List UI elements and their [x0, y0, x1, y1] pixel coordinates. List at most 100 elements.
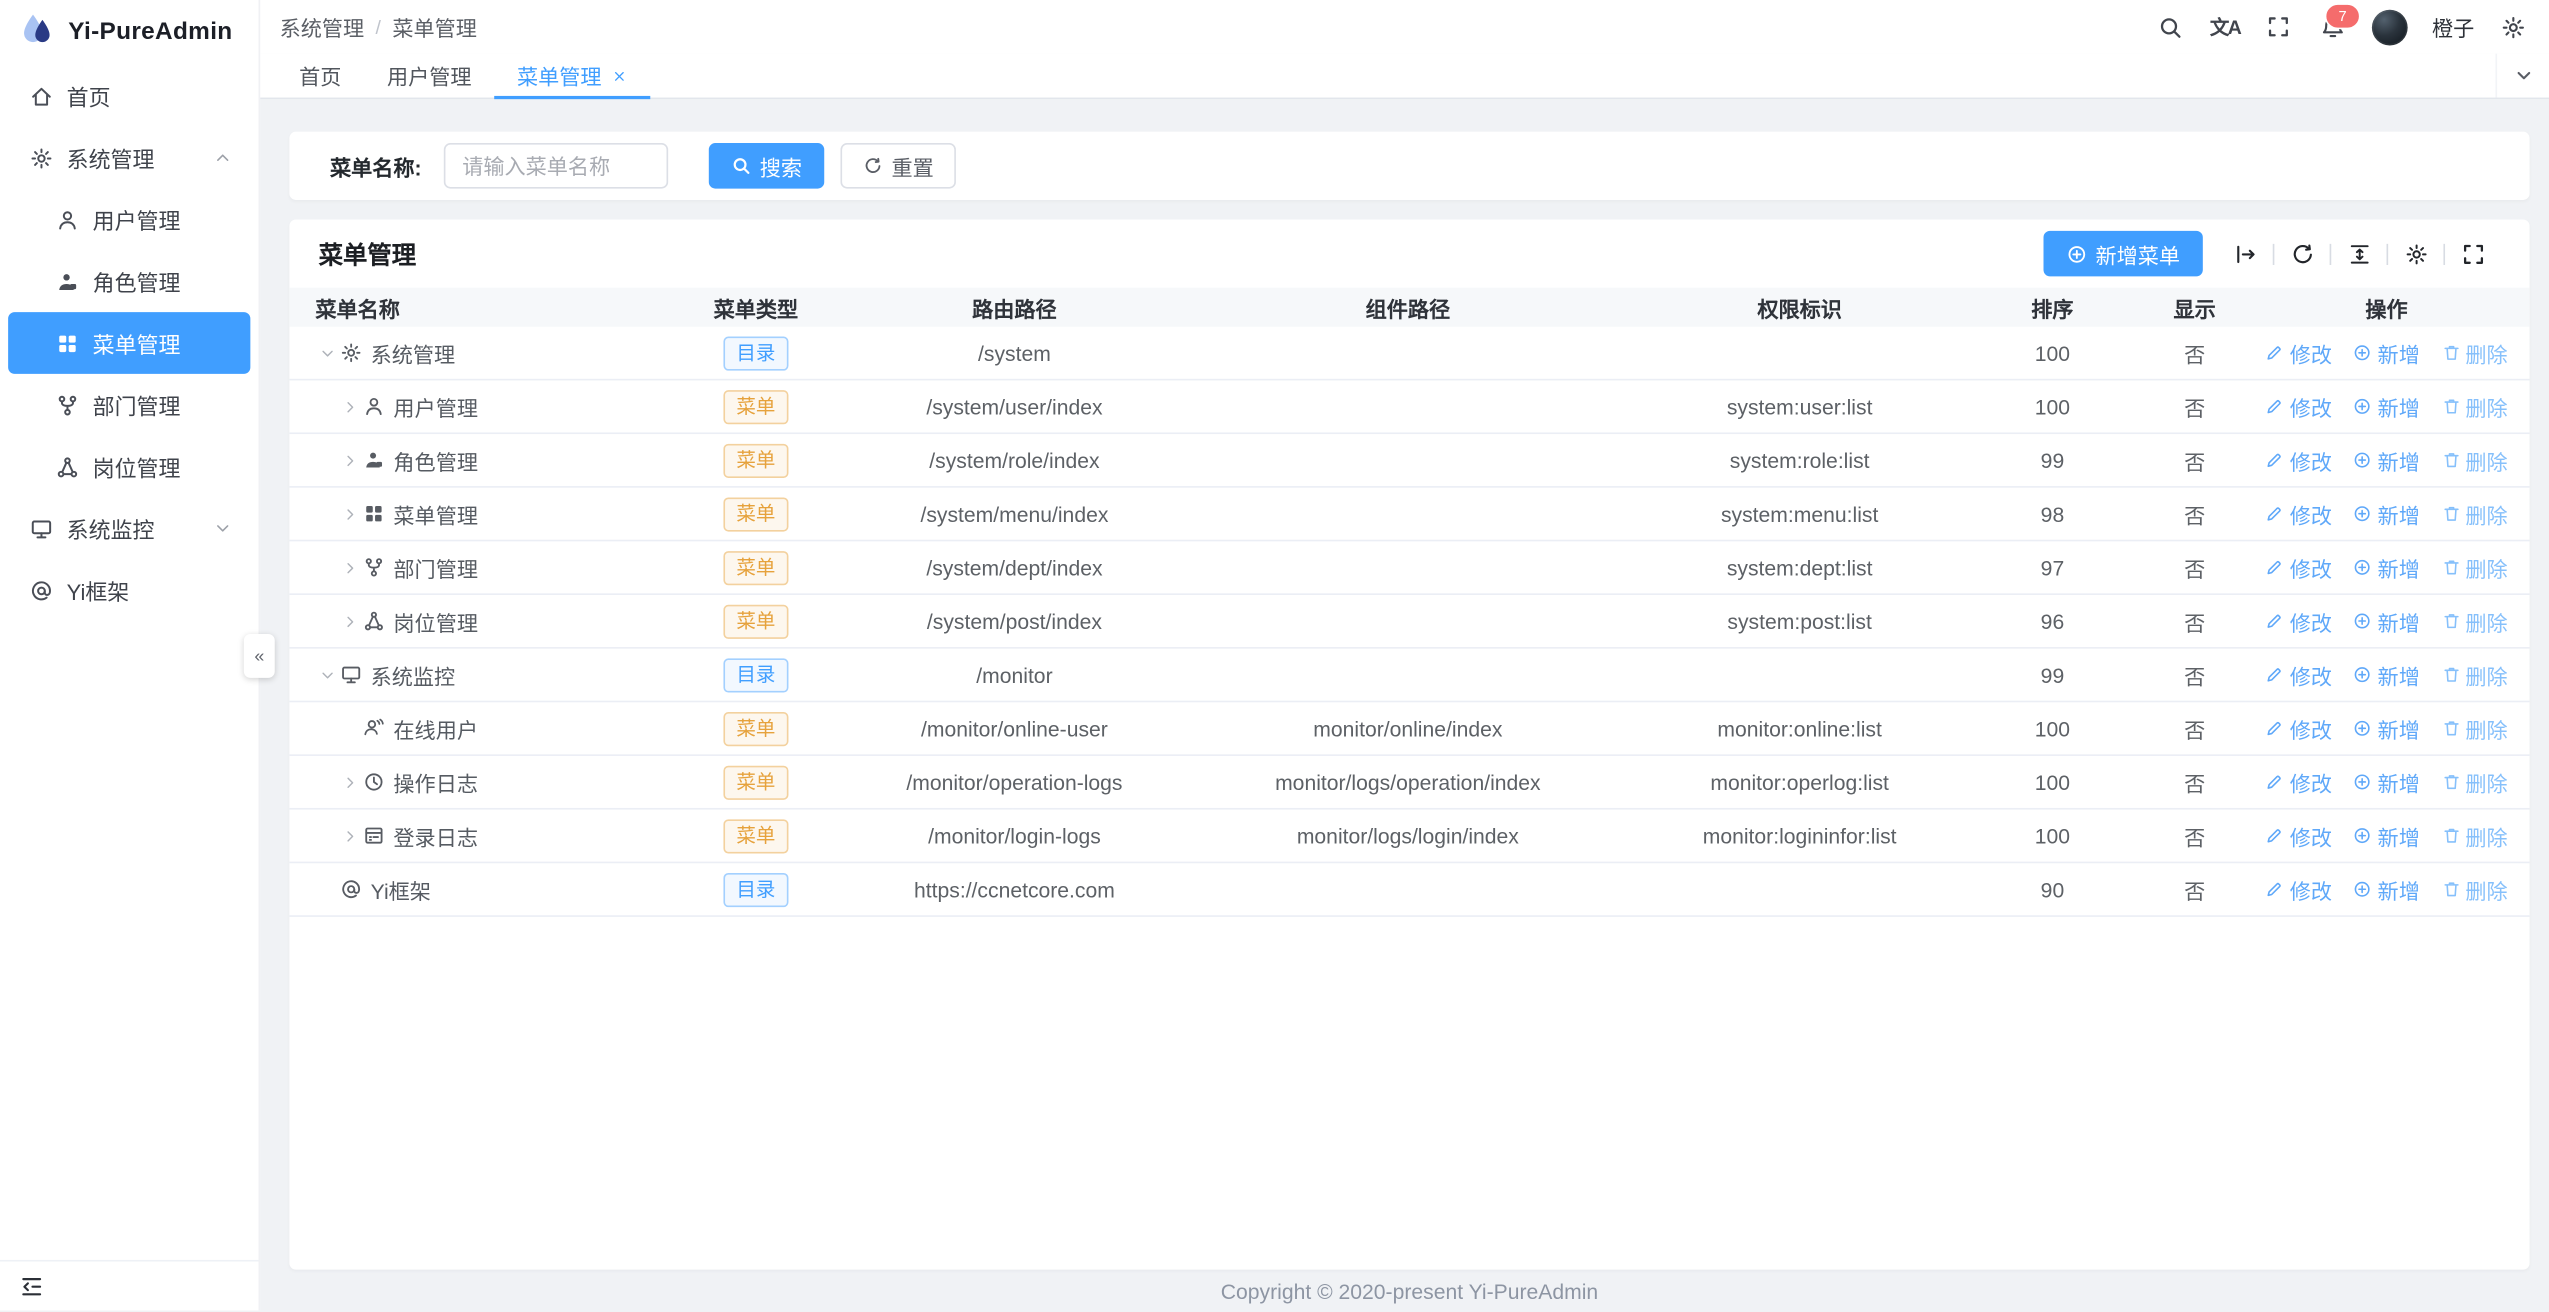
sidebar-item-label: 角色管理 — [92, 271, 181, 296]
row-add-button[interactable]: 新增 — [2353, 445, 2420, 476]
chevron-right-icon[interactable] — [338, 451, 361, 469]
refresh-icon[interactable] — [2287, 239, 2316, 268]
sidebar-item-system-monitor[interactable]: 系统监控 — [8, 497, 250, 559]
table-row: 系统监控 目录/monitor 99 否 修改 新增 删除 — [289, 649, 2530, 703]
chevron-right-icon[interactable] — [338, 397, 361, 415]
sidebar-item-yi-framework[interactable]: Yi框架 — [8, 559, 250, 621]
delete-button[interactable]: 删除 — [2441, 820, 2508, 851]
delete-button[interactable]: 删除 — [2441, 659, 2508, 690]
bell-icon[interactable]: 7 — [2318, 2, 2361, 41]
edit-button-label: 修改 — [2289, 771, 2333, 796]
chevron-right-icon[interactable] — [338, 558, 361, 576]
delete-button[interactable]: 删除 — [2441, 767, 2508, 798]
row-add-button-label: 新增 — [2377, 449, 2420, 474]
row-add-button[interactable]: 新增 — [2353, 391, 2420, 422]
delete-button[interactable]: 删除 — [2441, 874, 2508, 905]
sidebar-item-user-mgmt[interactable]: 用户管理 — [8, 189, 250, 251]
row-density-icon[interactable] — [2344, 239, 2373, 268]
chevron-down-icon[interactable] — [315, 666, 338, 684]
delete-button[interactable]: 删除 — [2441, 337, 2508, 368]
expand-toggle-icon[interactable] — [2230, 239, 2259, 268]
row-add-button-label: 新增 — [2377, 503, 2420, 528]
sidebar-item-post-mgmt[interactable]: 岗位管理 — [8, 436, 250, 498]
chevron-down-icon[interactable] — [315, 344, 338, 362]
delete-trash-icon — [2441, 397, 2461, 417]
menu-type-badge: 菜单 — [723, 443, 789, 478]
fullscreen-icon[interactable] — [2265, 12, 2294, 41]
sort-cell: 100 — [2034, 394, 2071, 419]
edit-button[interactable]: 修改 — [2265, 391, 2332, 422]
sidebar-item-dept-mgmt[interactable]: 部门管理 — [8, 374, 250, 436]
tab-user-mgmt[interactable]: 用户管理 — [364, 54, 494, 98]
menu-type-cell: 目录 — [658, 327, 853, 379]
chevron-right-icon[interactable] — [338, 612, 361, 630]
breadcrumb-item[interactable]: 系统管理 — [279, 16, 365, 41]
sidebar-item-menu-mgmt[interactable]: 菜单管理 — [8, 312, 251, 374]
username[interactable]: 橙子 — [2432, 16, 2475, 41]
delete-button[interactable]: 删除 — [2441, 552, 2508, 583]
row-add-button-label: 新增 — [2377, 664, 2420, 689]
column-settings-gear-icon[interactable] — [2401, 239, 2430, 268]
edit-button[interactable]: 修改 — [2265, 820, 2332, 851]
add-menu-button[interactable]: 新增菜单 — [2043, 230, 2203, 277]
permission-cell: system:post:list — [1727, 608, 1872, 634]
menu-name-cell: 部门管理 — [289, 541, 658, 593]
route-path-cell: /monitor — [976, 662, 1053, 687]
row-add-button[interactable]: 新增 — [2353, 337, 2420, 368]
user-icon — [55, 207, 79, 231]
chevron-right-icon[interactable] — [338, 773, 361, 791]
delete-button[interactable]: 删除 — [2441, 445, 2508, 476]
settings-gear-icon[interactable] — [2499, 12, 2528, 41]
sidebar-collapse-button[interactable]: « — [243, 634, 275, 678]
tab-menu-mgmt[interactable]: 菜单管理 — [494, 54, 651, 100]
route-path-cell: /system/post/index — [926, 608, 1102, 634]
sidebar-item-role-mgmt[interactable]: 角色管理 — [8, 250, 250, 312]
toolbar-separator — [2443, 243, 2446, 265]
edit-button[interactable]: 修改 — [2265, 337, 2332, 368]
edit-button[interactable]: 修改 — [2265, 552, 2332, 583]
sort-cell: 96 — [2040, 608, 2065, 634]
row-add-button[interactable]: 新增 — [2353, 659, 2420, 690]
chevron-right-icon[interactable] — [338, 827, 361, 845]
edit-pencil-icon — [2265, 719, 2285, 739]
menu-name-input[interactable] — [444, 143, 669, 189]
close-icon[interactable] — [610, 67, 628, 85]
sidebar-item-system-mgmt[interactable]: 系统管理 — [8, 127, 250, 189]
menu-name-cell: 操作日志 — [289, 756, 658, 808]
row-add-button[interactable]: 新增 — [2353, 820, 2420, 851]
edit-button[interactable]: 修改 — [2265, 445, 2332, 476]
row-add-button[interactable]: 新增 — [2353, 606, 2420, 637]
search-icon[interactable] — [2156, 12, 2185, 41]
tab-label: 菜单管理 — [517, 65, 602, 90]
row-add-button[interactable]: 新增 — [2353, 713, 2420, 744]
sidebar-item-home[interactable]: 首页 — [8, 65, 250, 127]
delete-button[interactable]: 删除 — [2441, 713, 2508, 744]
delete-button[interactable]: 删除 — [2441, 606, 2508, 637]
edit-button[interactable]: 修改 — [2265, 659, 2332, 690]
delete-button-label: 删除 — [2465, 395, 2508, 421]
tabs-more-chevron-icon[interactable] — [2495, 53, 2549, 98]
delete-button[interactable]: 删除 — [2441, 391, 2508, 422]
table-fullscreen-icon[interactable] — [2458, 239, 2487, 268]
edit-button[interactable]: 修改 — [2265, 713, 2332, 744]
translate-icon[interactable]: 文A — [2209, 16, 2242, 40]
tab-home[interactable]: 首页 — [276, 54, 364, 98]
row-add-button[interactable]: 新增 — [2353, 498, 2420, 529]
edit-button[interactable]: 修改 — [2265, 498, 2332, 529]
visible-cell: 否 — [2184, 449, 2206, 474]
edit-button[interactable]: 修改 — [2265, 874, 2332, 905]
menu-type-badge: 菜单 — [723, 496, 789, 531]
row-add-button[interactable]: 新增 — [2353, 874, 2420, 905]
search-button[interactable]: 搜索 — [709, 143, 825, 189]
menu-fold-icon[interactable] — [20, 1274, 44, 1298]
edit-button[interactable]: 修改 — [2265, 767, 2332, 798]
delete-button[interactable]: 删除 — [2441, 498, 2508, 529]
reset-button[interactable]: 重置 — [841, 143, 957, 189]
breadcrumb-item[interactable]: 菜单管理 — [392, 16, 477, 41]
row-add-button[interactable]: 新增 — [2353, 767, 2420, 798]
row-add-button[interactable]: 新增 — [2353, 552, 2420, 583]
edit-button-label: 修改 — [2289, 825, 2333, 850]
chevron-right-icon[interactable] — [338, 505, 361, 523]
edit-button[interactable]: 修改 — [2265, 606, 2332, 637]
avatar[interactable] — [2371, 8, 2408, 45]
